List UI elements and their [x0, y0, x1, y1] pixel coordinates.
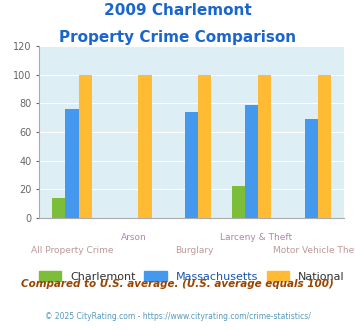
Bar — [245, 105, 258, 218]
Bar — [198, 75, 212, 218]
Text: © 2025 CityRating.com - https://www.cityrating.com/crime-statistics/: © 2025 CityRating.com - https://www.city… — [45, 312, 310, 321]
Text: Burglary: Burglary — [175, 246, 214, 255]
Bar — [185, 112, 198, 218]
Text: Arson: Arson — [121, 233, 147, 242]
Text: 2009 Charlemont: 2009 Charlemont — [104, 3, 251, 18]
Bar — [318, 75, 331, 218]
Text: Motor Vehicle Theft: Motor Vehicle Theft — [273, 246, 355, 255]
Bar — [65, 109, 78, 218]
Bar — [78, 75, 92, 218]
Legend: Charlemont, Massachusetts, National: Charlemont, Massachusetts, National — [36, 268, 348, 285]
Bar — [52, 198, 65, 218]
Bar — [232, 186, 245, 218]
Bar — [305, 119, 318, 218]
Text: Compared to U.S. average. (U.S. average equals 100): Compared to U.S. average. (U.S. average … — [21, 279, 334, 289]
Bar — [138, 75, 152, 218]
Text: All Property Crime: All Property Crime — [31, 246, 114, 255]
Text: Larceny & Theft: Larceny & Theft — [220, 233, 292, 242]
Text: Property Crime Comparison: Property Crime Comparison — [59, 30, 296, 45]
Bar — [258, 75, 271, 218]
